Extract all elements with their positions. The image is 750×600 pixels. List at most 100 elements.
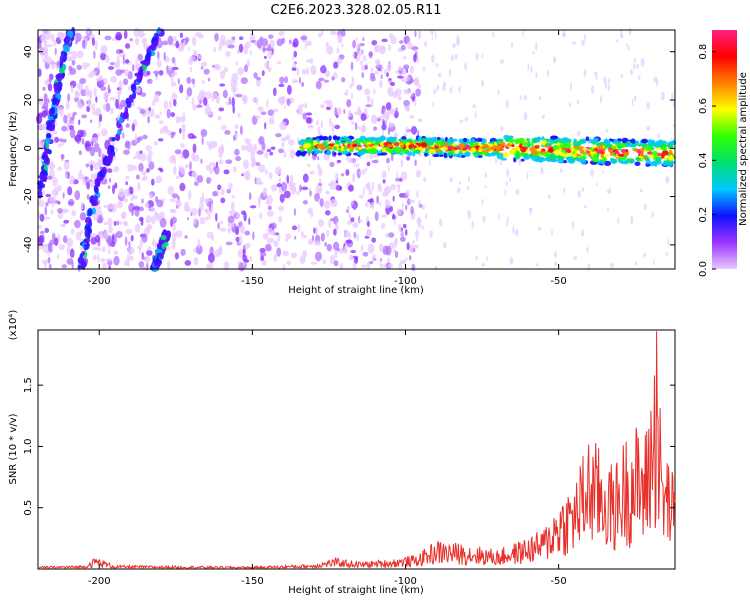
band-blob (84, 216, 92, 225)
noise-blob (405, 126, 409, 134)
noise-blob (234, 81, 238, 86)
noise-blob (602, 169, 605, 174)
peak-blob (566, 149, 572, 153)
noise-blob (173, 60, 177, 67)
noise-blob (138, 261, 145, 269)
noise-blob (44, 227, 50, 234)
noise-blob (133, 27, 141, 38)
noise-blob (322, 259, 327, 264)
noise-blob (306, 58, 311, 64)
noise-blob (366, 95, 371, 100)
snr-series-line (37, 331, 676, 570)
noise-blob (127, 71, 133, 80)
noise-blob (605, 129, 609, 133)
noise-blob (273, 253, 278, 262)
band-blob (156, 252, 162, 257)
signal-blob (470, 147, 476, 153)
signal-blob (379, 141, 386, 147)
noise-blob (261, 70, 265, 77)
noise-blob (79, 212, 87, 221)
noise-blob (179, 84, 184, 94)
noise-blob (230, 222, 235, 228)
noise-blob (50, 209, 54, 215)
noise-blob (381, 45, 386, 50)
noise-blob (405, 189, 410, 197)
noise-blob (282, 250, 289, 257)
signal-blob (546, 152, 550, 157)
noise-blob (466, 185, 470, 190)
noise-blob (358, 195, 364, 199)
noise-blob (42, 86, 46, 91)
noise-blob (325, 106, 331, 111)
noise-blob (166, 65, 169, 75)
noise-blob (38, 234, 44, 245)
noise-blob (213, 249, 221, 258)
noise-blob (208, 201, 212, 212)
noise-blob (122, 132, 125, 139)
noise-blob (159, 168, 164, 173)
signal-blob (352, 143, 358, 148)
signal-blob (605, 143, 613, 148)
noise-blob (135, 57, 138, 67)
noise-blob (302, 200, 308, 205)
spectrogram-blobs (35, 26, 677, 273)
noise-blob (346, 206, 351, 211)
noise-blob (604, 81, 608, 90)
signal-blob (641, 142, 649, 147)
noise-blob (158, 120, 164, 124)
noise-blob (98, 147, 102, 158)
noise-blob (109, 107, 114, 115)
noise-blob (416, 190, 419, 199)
noise-blob (317, 163, 321, 170)
noise-blob (141, 233, 148, 243)
noise-blob (330, 217, 336, 222)
noise-blob (341, 28, 346, 37)
noise-blob (438, 218, 443, 227)
noise-blob (390, 35, 397, 45)
signal-blob (447, 137, 455, 144)
noise-blob (563, 187, 566, 194)
noise-blob (309, 170, 315, 175)
snr-x-tick-label: -100 (394, 576, 417, 587)
noise-blob (302, 173, 309, 183)
noise-blob (341, 43, 344, 48)
noise-blob (337, 57, 342, 65)
noise-blob (273, 240, 279, 248)
noise-blob (281, 141, 285, 148)
signal-blob (507, 143, 512, 147)
noise-blob (297, 106, 301, 115)
noise-blob (431, 54, 435, 64)
noise-blob (324, 210, 331, 216)
signal-blob (452, 153, 458, 157)
noise-blob (88, 98, 92, 108)
noise-blob (212, 141, 218, 148)
noise-blob (282, 263, 286, 272)
noise-blob (86, 105, 91, 113)
noise-blob (228, 39, 235, 44)
noise-blob (290, 174, 294, 183)
noise-blob (37, 68, 42, 77)
noise-blob (156, 212, 160, 219)
noise-blob (357, 126, 361, 130)
noise-blob (336, 247, 340, 252)
noise-blob (280, 137, 288, 142)
noise-blob (148, 150, 153, 156)
signal-blob (558, 151, 564, 157)
band-blob (97, 171, 103, 177)
noise-blob (222, 89, 228, 99)
noise-blob (244, 64, 248, 73)
band-blob (56, 72, 63, 82)
band-blob (52, 97, 59, 103)
noise-blob (382, 129, 385, 137)
noise-blob (506, 168, 510, 178)
noise-blob (341, 77, 346, 83)
noise-blob (267, 44, 272, 52)
noise-blob (267, 66, 272, 73)
noise-blob (308, 187, 311, 193)
noise-blob (535, 263, 539, 267)
noise-blob (368, 188, 373, 196)
peak-blob (368, 143, 373, 147)
noise-blob (171, 232, 177, 242)
noise-blob (403, 64, 410, 70)
noise-blob (145, 144, 152, 152)
